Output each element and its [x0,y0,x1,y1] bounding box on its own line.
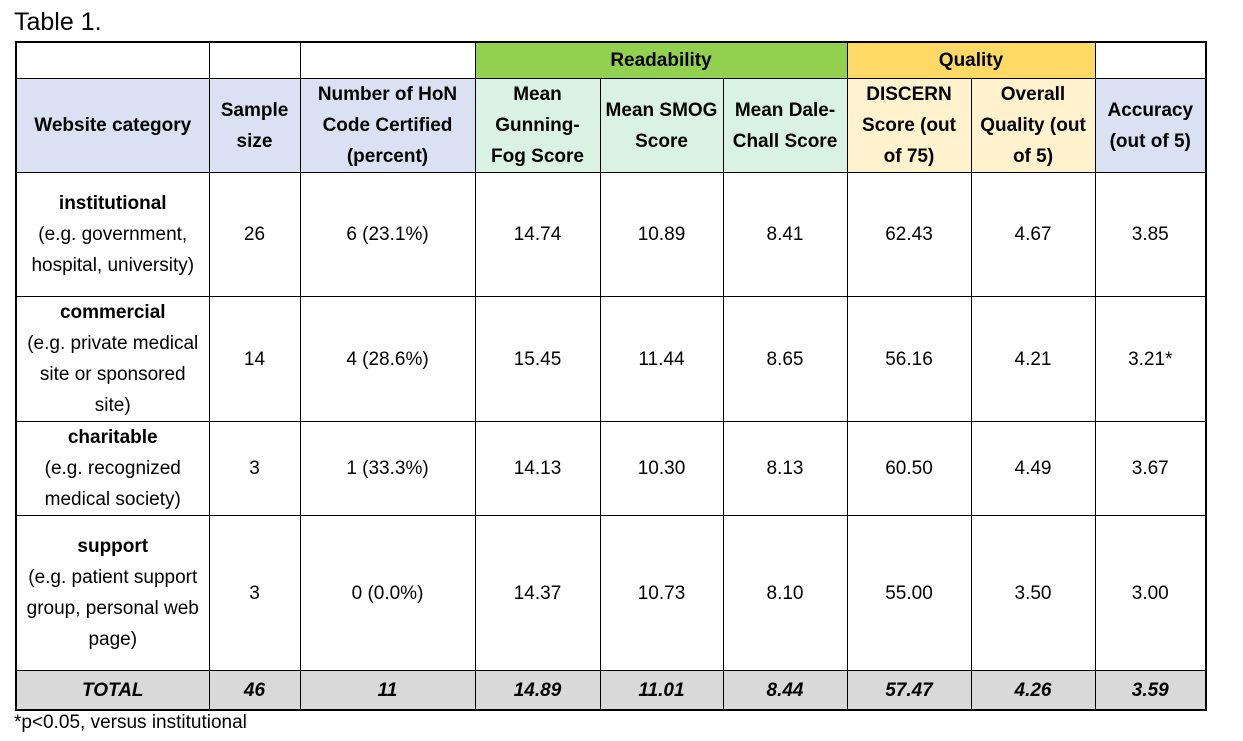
column-header: Number of HoN Code Certified (percent) [299,78,476,173]
hon-cell: 6 (23.1%) [299,172,476,297]
category-description: (e.g. government, hospital, university) [31,224,195,276]
column-header: Mean SMOG Score [599,78,724,173]
discern-cell: 56.16 [846,296,972,422]
table-row: institutional (e.g. government, hospital… [15,172,1207,297]
sample-size-cell: 14 [208,296,301,422]
accuracy-cell: 3.00 [1094,515,1207,671]
gunning-fog-cell: 15.45 [474,296,601,422]
column-header: Sample size [208,78,301,173]
column-header: Website category [15,78,210,173]
smog-cell: 11.44 [599,296,724,422]
accuracy-cell: 3.21* [1094,296,1207,422]
column-header: Mean Dale-Chall Score [722,78,848,173]
overall-quality-cell: 4.21 [970,296,1096,422]
smog-cell: 10.73 [599,515,724,671]
accuracy-cell: 3.67 [1094,421,1207,516]
category-description: (e.g. patient support group, personal we… [26,567,199,650]
category-cell: institutional (e.g. government, hospital… [15,172,210,297]
group-header-blank [299,41,476,79]
category-name: support [77,536,149,557]
column-header-row: Website category Sample size Number of H… [15,78,1207,173]
category-name: charitable [67,427,158,448]
total-overall-quality: 4.26 [970,670,1096,711]
total-dale-chall: 8.44 [722,670,848,711]
hon-cell: 1 (33.3%) [299,421,476,516]
dale-chall-cell: 8.13 [722,421,848,516]
group-header-readability: Readability [474,41,848,79]
sample-size-cell: 26 [208,172,301,297]
group-header-blank [15,41,210,79]
accuracy-cell: 3.85 [1094,172,1207,297]
column-header: Mean Gunning-Fog Score [474,78,601,173]
table-footnote: *p<0.05, versus institutional [14,712,247,733]
column-header: Accuracy (out of 5) [1094,78,1207,173]
discern-cell: 55.00 [846,515,972,671]
total-discern: 57.47 [846,670,972,711]
gunning-fog-cell: 14.13 [474,421,601,516]
category-cell: charitable (e.g. recognized medical soci… [15,421,210,516]
table-caption: Table 1. [14,8,102,36]
total-row: TOTAL 46 11 14.89 11.01 8.44 57.47 4.26 … [15,670,1207,711]
hon-cell: 0 (0.0%) [299,515,476,671]
gunning-fog-cell: 14.37 [474,515,601,671]
category-description: (e.g. private medical site or sponsored … [27,333,199,416]
total-sample-size: 46 [208,670,301,711]
smog-cell: 10.30 [599,421,724,516]
results-table: Readability Quality Website category Sam… [15,41,1207,711]
sample-size-cell: 3 [208,421,301,516]
total-label: TOTAL [15,670,210,711]
table-row: charitable (e.g. recognized medical soci… [15,421,1207,516]
overall-quality-cell: 4.67 [970,172,1096,297]
discern-cell: 60.50 [846,421,972,516]
category-description: (e.g. recognized medical society) [44,458,181,510]
column-header: Overall Quality (out of 5) [970,78,1096,173]
category-cell: support (e.g. patient support group, per… [15,515,210,671]
total-gunning-fog: 14.89 [474,670,601,711]
discern-cell: 62.43 [846,172,972,297]
dale-chall-cell: 8.10 [722,515,848,671]
table-row: commercial (e.g. private medical site or… [15,296,1207,422]
category-cell: commercial (e.g. private medical site or… [15,296,210,422]
total-accuracy: 3.59 [1094,670,1207,711]
column-header: DISCERN Score (out of 75) [846,78,972,173]
category-name: commercial [59,302,166,323]
total-smog: 11.01 [599,670,724,711]
hon-cell: 4 (28.6%) [299,296,476,422]
group-header-blank [208,41,301,79]
overall-quality-cell: 3.50 [970,515,1096,671]
overall-quality-cell: 4.49 [970,421,1096,516]
table-row: support (e.g. patient support group, per… [15,515,1207,671]
group-header-blank [1094,41,1207,79]
dale-chall-cell: 8.65 [722,296,848,422]
total-hon: 11 [299,670,476,711]
category-name: institutional [58,193,167,214]
gunning-fog-cell: 14.74 [474,172,601,297]
group-header-quality: Quality [846,41,1096,79]
group-header-row: Readability Quality [15,41,1207,79]
dale-chall-cell: 8.41 [722,172,848,297]
smog-cell: 10.89 [599,172,724,297]
sample-size-cell: 3 [208,515,301,671]
